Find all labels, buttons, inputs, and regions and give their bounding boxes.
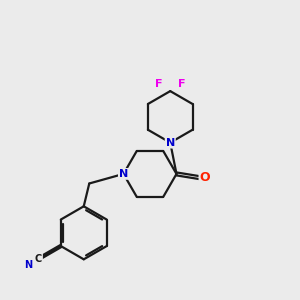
Text: N: N — [24, 260, 32, 270]
Text: C: C — [35, 254, 42, 264]
Text: F: F — [178, 80, 185, 89]
Text: N: N — [119, 169, 128, 179]
Text: N: N — [166, 138, 175, 148]
Text: F: F — [155, 80, 163, 89]
Text: O: O — [200, 171, 210, 184]
